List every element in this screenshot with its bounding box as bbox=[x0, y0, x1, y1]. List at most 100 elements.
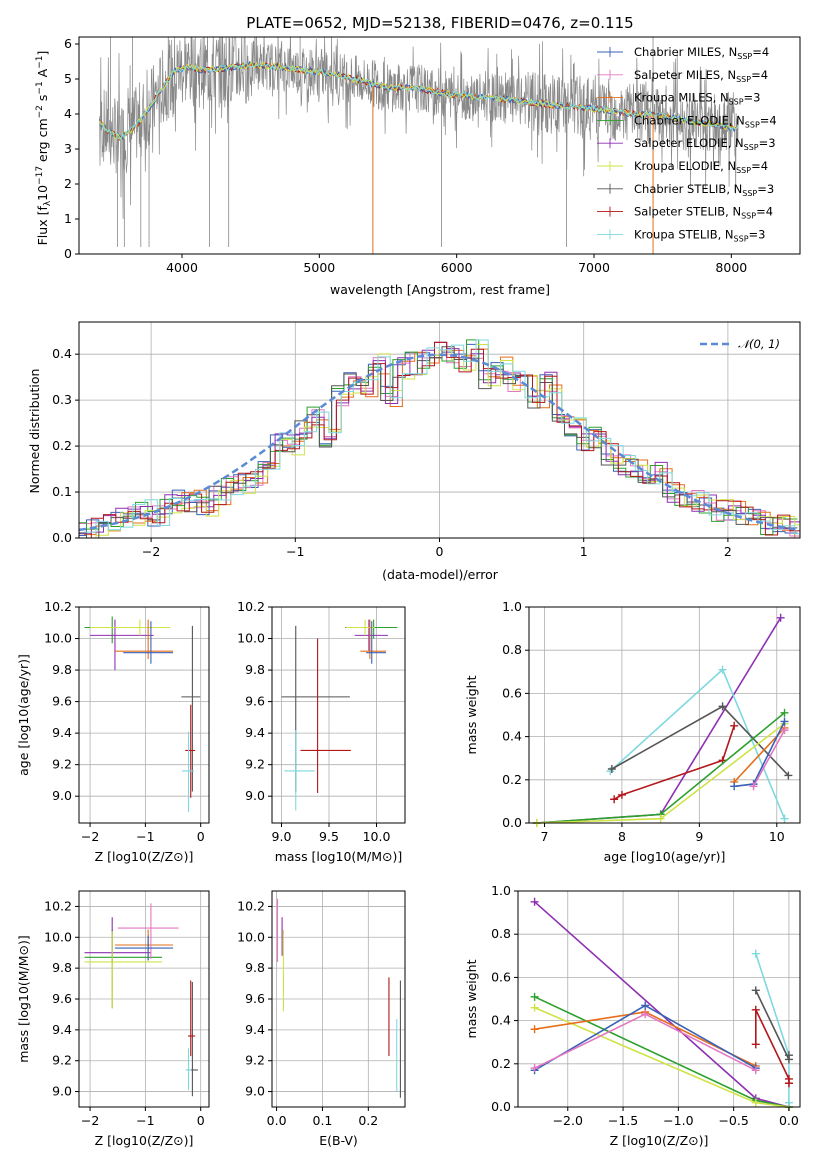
weight-point-marker bbox=[784, 1098, 793, 1107]
x-tick-label: 0.0 bbox=[267, 1113, 287, 1128]
y-tick-label: 9.0 bbox=[52, 788, 72, 803]
weight-point-marker bbox=[780, 717, 789, 726]
y-tick-label: 9.8 bbox=[52, 662, 72, 677]
legend-label: Salpeter ELODIE, NSSP=3 bbox=[634, 136, 776, 152]
x-tick-label: 0.2 bbox=[358, 1113, 378, 1128]
axes-frame bbox=[78, 606, 210, 824]
x-tick-label: 0.1 bbox=[313, 1113, 333, 1128]
y-tick-label: 0.3 bbox=[52, 392, 72, 407]
y-tick-label: 9.6 bbox=[52, 694, 72, 709]
legend-label: Chabrier MILES, NSSP=4 bbox=[634, 45, 769, 61]
legend-label: Salpeter MILES, NSSP=4 bbox=[634, 68, 768, 84]
y-tick-label: 5 bbox=[64, 71, 72, 86]
y-tick-label: 0.4 bbox=[502, 729, 522, 744]
parameter-panels: −2 −1 0 9.0 9.2 9.4 9.6 9.8 10.0 10.2 Z [log10(Z/Z… bbox=[16, 599, 801, 1148]
residuals-plot-area: −2 −1 0 1 2 0.0 0.1 0.2 0.3 0.4 bbox=[52, 321, 801, 559]
y-tick-label: 6 bbox=[64, 36, 72, 51]
x-tick-label: 7000 bbox=[578, 260, 610, 275]
y-tick-label: 10.2 bbox=[237, 599, 265, 614]
legend-label: Kroupa MILES, NSSP=3 bbox=[634, 91, 760, 107]
axes-frame bbox=[517, 890, 801, 1108]
histogram-series bbox=[79, 341, 800, 535]
residuals-xlabel: (data-model)/error bbox=[382, 567, 499, 582]
y-tick-label: 9.6 bbox=[52, 991, 72, 1006]
spectrum-plot-area: 4000 5000 6000 7000 8000 0 1 2 3 4 5 6 bbox=[64, 36, 801, 275]
weight-point-marker bbox=[730, 721, 739, 730]
x-tick-label: 0 bbox=[197, 1113, 205, 1128]
weight-point-marker bbox=[607, 765, 616, 773]
y-tick-label: 4 bbox=[64, 106, 72, 121]
histogram-series bbox=[79, 341, 800, 538]
weight-point-marker bbox=[530, 897, 539, 906]
y-tick-label: 9.2 bbox=[245, 1053, 265, 1068]
y-tick-label: 9.2 bbox=[52, 1053, 72, 1068]
spectrum-title: PLATE=0652, MJD=52138, FIBERID=0476, z=0… bbox=[246, 14, 633, 32]
y-tick-label: 9.2 bbox=[245, 757, 265, 772]
y-tick-label: 10.0 bbox=[237, 631, 265, 646]
weight-series-line bbox=[534, 996, 790, 1108]
x-tick-label: 0 bbox=[197, 829, 205, 844]
y-tick-label: 0.8 bbox=[502, 642, 522, 657]
x-tick-label: −1 bbox=[136, 829, 154, 844]
model-spectrum bbox=[99, 61, 738, 141]
x-tick-label: 2 bbox=[724, 544, 732, 559]
weight-point-marker bbox=[530, 1025, 539, 1034]
gaussian-legend-label: 𝒩(0, 1) bbox=[738, 337, 780, 351]
y-tick-label: 0.0 bbox=[52, 530, 72, 545]
weight_vs_Z-xlabel: Z [log10(Z/Z⊙)] bbox=[610, 1133, 709, 1148]
age_vs_mass-panel: 9.0 9.5 10.0 9.0 9.2 9.4 9.6 9.8 10.0 10.2 mass [l… bbox=[237, 599, 406, 864]
y-tick-label: 0.2 bbox=[502, 772, 522, 787]
weight-series-line bbox=[534, 901, 790, 1108]
x-tick-label: −1 bbox=[286, 544, 304, 559]
mass_vs_Z-panel: −2 −1 0 9.0 9.2 9.4 9.6 9.8 10.0 10.2 Z [log10(Z/Z… bbox=[16, 890, 210, 1148]
x-tick-label: −1.5 bbox=[608, 1113, 638, 1128]
x-tick-label: 0 bbox=[436, 544, 444, 559]
y-tick-label: 10.0 bbox=[44, 631, 72, 646]
y-tick-label: 1 bbox=[64, 211, 72, 226]
legend-label: Kroupa STELIB, NSSP=3 bbox=[634, 227, 765, 243]
y-tick-label: 0.8 bbox=[491, 926, 511, 941]
y-tick-label: 9.4 bbox=[245, 1022, 265, 1037]
x-tick-label: 0.0 bbox=[779, 1113, 799, 1128]
weight_vs_age-xlabel: age [log10(age/yr)] bbox=[604, 849, 726, 864]
weight-point-marker bbox=[784, 1079, 793, 1088]
y-tick-label: 9.2 bbox=[52, 757, 72, 772]
y-tick-label: 9.8 bbox=[245, 960, 265, 975]
weight-point-marker bbox=[530, 1064, 539, 1073]
weight_vs_age-panel: 7 8 9 10 0.0 0.2 0.4 0.6 0.8 1.0 age [log10(age/yr… bbox=[464, 599, 801, 864]
y-tick-label: 0.0 bbox=[502, 815, 522, 830]
weight-point-marker bbox=[780, 814, 789, 823]
y-tick-label: 9.4 bbox=[52, 1022, 72, 1037]
y-tick-label: 0.4 bbox=[52, 346, 72, 361]
x-tick-label: 10.0 bbox=[363, 829, 391, 844]
residuals-legend: 𝒩(0, 1) bbox=[700, 337, 780, 351]
weight-point-marker bbox=[751, 1066, 760, 1075]
weight-point-marker bbox=[617, 790, 626, 799]
y-tick-label: 0.6 bbox=[502, 685, 522, 700]
histogram-steps bbox=[79, 339, 800, 538]
x-tick-label: −1 bbox=[136, 1113, 154, 1128]
legend-label: Chabrier ELODIE, NSSP=4 bbox=[634, 113, 777, 129]
y-tick-label: 10.0 bbox=[44, 929, 72, 944]
x-tick-label: −2.0 bbox=[553, 1113, 583, 1128]
spectrum-legend: Chabrier MILES, NSSP=4 Salpeter MILES, NS… bbox=[597, 45, 777, 243]
y-tick-label: 3 bbox=[64, 141, 72, 156]
histogram-series bbox=[79, 339, 798, 535]
y-tick-label: 0.2 bbox=[491, 1056, 511, 1071]
axes-frame bbox=[528, 606, 801, 824]
weight-point-marker bbox=[751, 1040, 760, 1049]
y-tick-label: 1.0 bbox=[491, 883, 511, 898]
weight_vs_Z-ylabel: mass weight bbox=[464, 959, 479, 1038]
y-tick-label: 9.4 bbox=[52, 725, 72, 740]
x-tick-label: −2 bbox=[142, 544, 160, 559]
spectrum-ylabel: Flux [fλ10−17 erg cm−2 s−1 A−1] bbox=[35, 51, 53, 246]
y-tick-label: 10.2 bbox=[44, 599, 72, 614]
weight-point-marker bbox=[780, 726, 789, 735]
x-tick-label: 7 bbox=[541, 829, 549, 844]
weight-point-marker bbox=[751, 1005, 760, 1014]
y-tick-label: 0.1 bbox=[52, 484, 72, 499]
x-tick-label: 9.0 bbox=[272, 829, 292, 844]
gaussian-curve bbox=[79, 353, 800, 532]
weight-point-marker bbox=[718, 665, 727, 674]
x-tick-label: 5000 bbox=[303, 260, 335, 275]
